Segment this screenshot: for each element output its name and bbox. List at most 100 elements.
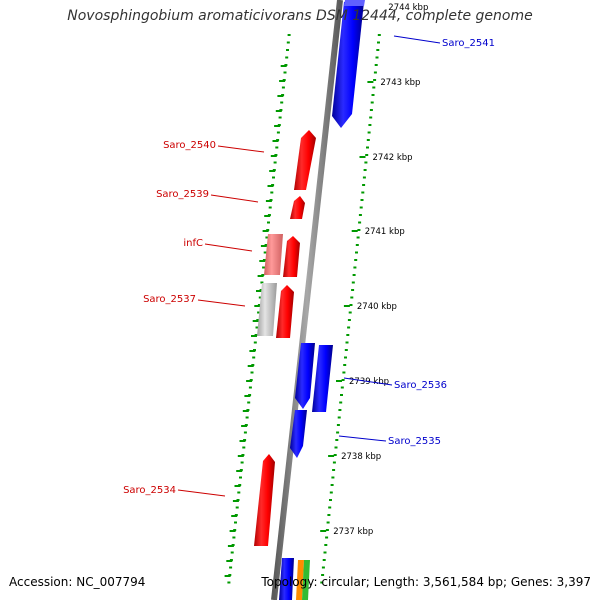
scale-dot-outer <box>371 94 375 96</box>
gene-saro-2537[interactable] <box>276 285 294 338</box>
scale-dot-inner <box>240 461 244 464</box>
scale-inner-dash <box>264 215 271 217</box>
gene-features <box>254 0 365 600</box>
gene-label-saro-2534[interactable]: Saro_2534 <box>123 485 176 496</box>
gene-label-infc[interactable]: infC <box>183 238 203 249</box>
scale-dot-inner <box>250 371 254 374</box>
scale-inner-dash <box>270 155 277 157</box>
scale-dot-inner <box>242 446 246 449</box>
scale-dot-outer <box>335 439 339 441</box>
scale-major-tick <box>351 230 358 232</box>
scale-dot-inner <box>262 266 266 269</box>
scale-dot-inner <box>237 491 241 494</box>
scale-major-tick <box>367 81 374 83</box>
scale-inner-dash <box>274 125 281 127</box>
gene-bottom-green[interactable] <box>302 560 310 600</box>
scale-dot-inner <box>248 386 252 389</box>
scale-dot-outer <box>349 304 353 306</box>
gene-saro-2540[interactable] <box>294 130 316 190</box>
gene-label-saro-2539[interactable]: Saro_2539 <box>156 189 209 200</box>
scale-tick-label: 2743 kbp <box>380 78 420 88</box>
gene-saro-2536[interactable] <box>312 345 333 412</box>
scale-dot-outer <box>357 229 361 231</box>
scale-dot-outer <box>356 236 360 239</box>
scale-dot-outer <box>376 49 380 51</box>
scale-inner-dash <box>262 230 269 232</box>
scale-dot-outer <box>324 544 328 546</box>
gene-infc-rna[interactable] <box>264 234 283 275</box>
scale-dot-outer <box>363 169 367 171</box>
scale-tick-label: 2741 kbp <box>365 227 405 237</box>
gene-bottom-blue[interactable] <box>279 558 294 600</box>
scale-dot-outer <box>338 409 342 411</box>
scale-dot-outer <box>322 559 326 561</box>
gene-bottom-orange[interactable] <box>296 560 304 600</box>
scale-dot-inner <box>272 176 275 179</box>
scale-dot-inner <box>245 416 249 419</box>
gene-saro-2539[interactable] <box>290 196 305 219</box>
scale-dot-inner <box>286 41 290 44</box>
scale-dot-outer <box>354 259 358 261</box>
scale-inner-dash <box>275 110 282 112</box>
scale-inner-dash <box>277 95 284 97</box>
gene-saro-2537-pseudo[interactable] <box>257 283 277 336</box>
scale-inner-dash <box>272 140 279 142</box>
scale-inner-dash <box>241 425 248 427</box>
scale-inner-dash <box>279 80 286 82</box>
scale-dot-inner <box>258 296 262 299</box>
scale-dot-outer <box>353 266 357 269</box>
gene-label-saro-2540[interactable]: Saro_2540 <box>163 140 216 151</box>
gene-label-saro-2536[interactable]: Saro_2536 <box>394 380 447 391</box>
scale-dot-inner <box>230 551 234 554</box>
scale-dot-outer <box>369 109 373 111</box>
scale-dot-outer <box>370 101 374 104</box>
scale-inner-dash <box>242 410 249 412</box>
gene-saro-2536-a[interactable] <box>295 343 315 409</box>
accession-text: Accession: NC_007794 <box>9 575 146 589</box>
gene-label-saro-2535[interactable]: Saro_2535 <box>388 436 441 447</box>
scale-inner-dash <box>259 260 266 262</box>
scale-inner-dash <box>254 305 261 307</box>
scale-dot-outer <box>351 289 355 291</box>
scale-inner-dash <box>239 440 246 442</box>
scale-dot-inner <box>255 326 259 329</box>
scale-dot-outer <box>362 176 366 179</box>
scale-dot-outer <box>372 86 376 89</box>
scale-dot-outer <box>336 424 340 426</box>
gene-saro-2535[interactable] <box>290 410 307 458</box>
scale-dot-outer <box>320 581 324 584</box>
gene-saro-2541[interactable] <box>332 0 364 128</box>
gene-saro-2541-top <box>344 0 365 6</box>
scale-tick-label: 2737 kbp <box>333 527 373 537</box>
scale-dot-outer <box>334 446 338 449</box>
scale-dot-outer <box>331 476 335 479</box>
scale-dot-outer <box>347 319 351 321</box>
scale-dot-inner <box>281 86 285 89</box>
scale-dot-outer <box>332 461 336 464</box>
scale-dot-inner <box>287 34 291 36</box>
scale-dot-outer <box>348 311 352 314</box>
scale-inner-dash <box>260 245 267 247</box>
gene-label-saro-2537[interactable]: Saro_2537 <box>143 294 196 305</box>
scale-dot-inner <box>273 161 277 164</box>
map-title: Novosphingobium aromaticivorans DSM 1244… <box>67 8 533 24</box>
scale-dot-outer <box>366 139 370 141</box>
scale-dot-outer <box>377 41 380 44</box>
scale-dot-outer <box>361 191 365 194</box>
scale-dot-outer <box>365 154 369 156</box>
gene-infc[interactable] <box>283 236 300 277</box>
scale-dot-inner <box>260 281 264 284</box>
scale-dot-outer <box>355 244 359 246</box>
scale-dot-outer <box>321 566 325 569</box>
scale-dot-outer <box>368 124 372 126</box>
scale-ring <box>224 34 381 584</box>
gene-label-saro-2541[interactable]: Saro_2541 <box>442 38 495 49</box>
scale-dot-inner <box>229 566 233 569</box>
scale-inner-dash <box>236 470 243 472</box>
scale-dot-inner <box>257 311 261 314</box>
scale-inner-dash <box>224 575 231 577</box>
gene-saro-2534[interactable] <box>254 454 275 546</box>
scale-dot-outer <box>321 574 325 576</box>
scale-dot-outer <box>332 469 336 471</box>
scale-dot-outer <box>369 116 373 119</box>
